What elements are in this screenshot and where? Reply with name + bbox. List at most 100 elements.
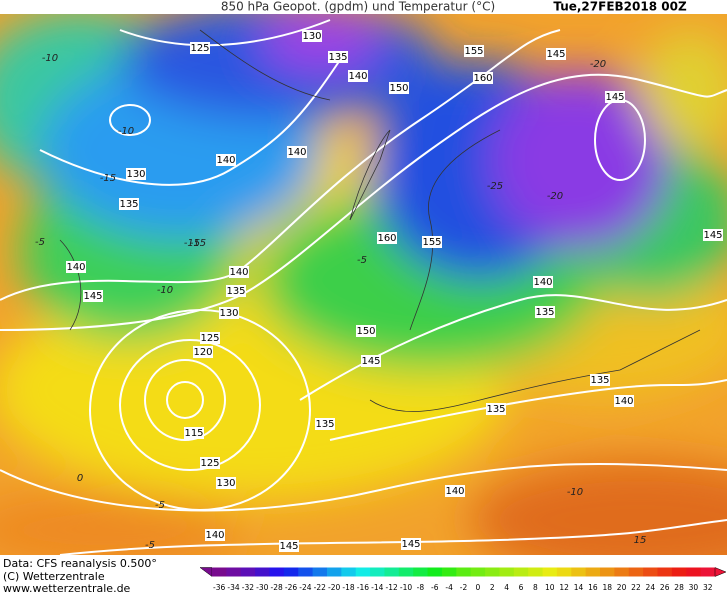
colorbar-label: -10 — [400, 583, 412, 592]
contour-label-box — [229, 266, 249, 278]
temperature-label: -5 — [155, 500, 165, 511]
temperature-label: -20 — [590, 59, 606, 70]
colorbar-swatch — [657, 567, 673, 577]
contour-label: 140 — [66, 262, 85, 273]
colorbar-swatch — [269, 567, 285, 577]
contour-label-box — [200, 457, 220, 469]
contour-label: 140 — [445, 486, 464, 497]
contour-label: 160 — [473, 73, 492, 84]
contour-label-box — [473, 72, 493, 84]
colorbar-label: 12 — [559, 583, 569, 592]
contour-label: 160 — [377, 233, 396, 244]
contour-label: 140 — [287, 147, 306, 158]
colorbar-label: -26 — [285, 583, 297, 592]
geopotential-contours — [0, 19, 727, 555]
contour-label-box — [614, 395, 634, 407]
contour-label: 145 — [401, 539, 420, 550]
colorbar-label: -32 — [242, 583, 254, 592]
colorbar-swatch — [686, 567, 702, 577]
contour-label: 135 — [119, 199, 138, 210]
colorbar-swatch — [312, 567, 328, 577]
colorbar: -36 -34 -32 -30 -28 -26 -24 -22 -20 -18 -16 -14 -12-… — [199, 567, 727, 592]
colorbar-swatch — [212, 567, 227, 577]
contour-label: 140 — [614, 396, 633, 407]
colorbar-label: -24 — [299, 583, 311, 592]
temperature-label: -15 — [100, 173, 116, 184]
contour-label-box — [216, 477, 236, 489]
contour-label: 145 — [83, 291, 102, 302]
contour-label-box — [66, 261, 86, 273]
contour-label-box — [219, 307, 239, 319]
contour-label: 130 — [302, 31, 321, 42]
contour-label: 140 — [533, 277, 552, 288]
map-title: 850 hPa Geopot. (gpdm) und Temperatur (°… — [221, 0, 495, 14]
contour-label-box — [328, 51, 348, 63]
colorbar-swatch — [470, 567, 486, 577]
colorbar-swatch — [600, 567, 615, 577]
colorbar-label: -36 — [213, 583, 225, 592]
contour-label: 145 — [361, 356, 380, 367]
contour-label-box — [703, 229, 723, 241]
contour-label: 130 — [216, 478, 235, 489]
colorbar-label: 30 — [689, 583, 699, 592]
temperature-label: -5 — [357, 255, 367, 266]
contour-label: 135 — [590, 375, 609, 386]
footer-copyright: (C) Wetterzentrale — [3, 570, 105, 583]
contour-label: 135 — [226, 286, 245, 297]
colorbar-arrow-right — [714, 567, 727, 577]
colorbar-label: -28 — [271, 583, 283, 592]
colorbar-label: 32 — [703, 583, 713, 592]
colorbar-label: 6 — [519, 583, 524, 592]
contour-label-box — [356, 325, 376, 337]
contour-label-box — [377, 232, 397, 244]
contour-label: 115 — [184, 428, 203, 439]
temperature-label: -10 — [567, 487, 583, 498]
contour-label: 145 — [605, 92, 624, 103]
contour-label-box — [486, 403, 506, 415]
contour-label-box — [535, 306, 555, 318]
colorbar-swatch — [326, 567, 342, 577]
contour-label-box — [464, 45, 484, 57]
colorbar-label: 20 — [617, 583, 627, 592]
colorbar-label: 10 — [545, 583, 555, 592]
map-date: Tue,27FEB2018 00Z — [553, 0, 687, 14]
colorbar-label: -30 — [256, 583, 268, 592]
temperature-label: -15 — [184, 238, 200, 249]
colorbar-label: -2 — [460, 583, 468, 592]
contour-label: 125 — [200, 333, 219, 344]
colorbar-swatch — [499, 567, 515, 577]
temperature-label: -15 — [190, 238, 206, 249]
colorbar-swatch — [671, 567, 687, 577]
contour-label-box — [605, 91, 625, 103]
temperature-label: -20 — [547, 191, 563, 202]
colorbar-label: -18 — [342, 583, 354, 592]
colorbar-label: -6 — [431, 583, 439, 592]
colorbar-swatch — [700, 567, 716, 577]
colorbar-label: -4 — [445, 583, 453, 592]
coastlines — [59, 29, 701, 412]
colorbar-swatch — [528, 567, 544, 577]
temperature-label: -10 — [118, 126, 134, 137]
colorbar-label: 28 — [674, 583, 684, 592]
contour-labels: 1251301351401501551601451451401401301351… — [35, 30, 723, 552]
contour-label: 130 — [219, 308, 238, 319]
colorbar-label: 22 — [631, 583, 641, 592]
colorbar-swatch — [398, 567, 414, 577]
temperature-field — [0, 14, 727, 555]
contour-label-box — [590, 374, 610, 386]
contour-label-box — [389, 82, 409, 94]
contour-label-box — [302, 30, 322, 42]
contour-label-box — [190, 42, 210, 54]
temperature-label: 0 — [77, 473, 83, 484]
contour-label: 155 — [422, 237, 441, 248]
colorbar-swatch — [341, 567, 357, 577]
colorbar-label: 14 — [574, 583, 584, 592]
colorbar-swatch — [240, 567, 256, 577]
colorbar-swatch — [298, 567, 314, 577]
contour-label: 135 — [315, 419, 334, 430]
contour-label-box — [193, 346, 213, 358]
colorbar-label: -12 — [386, 583, 398, 592]
colorbar-label: -20 — [328, 583, 340, 592]
contour-label: 140 — [205, 530, 224, 541]
